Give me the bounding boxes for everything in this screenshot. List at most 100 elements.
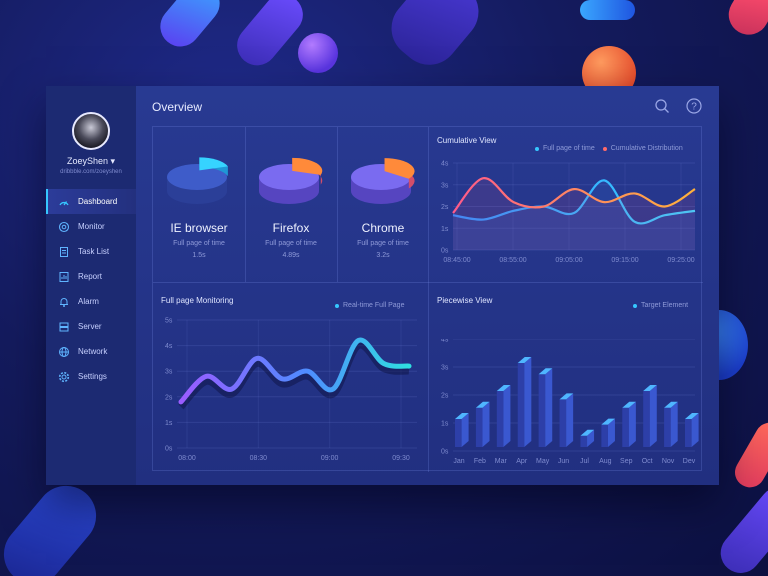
browser-sub: Full page of time (173, 240, 225, 247)
bar-nov[interactable] (664, 401, 678, 447)
gear-icon (58, 371, 70, 383)
chevron-down-icon[interactable]: ▾ (110, 156, 116, 166)
decor-pill (721, 0, 768, 42)
decor-pill (228, 0, 312, 74)
browser-card[interactable]: Chrome Full page of time 3.2s (337, 127, 429, 282)
bar-top (643, 385, 657, 391)
bar-dev[interactable] (685, 413, 699, 447)
decor-pill (712, 478, 768, 576)
x-tick-label: Apr (516, 458, 528, 465)
browser-card[interactable]: IE browser Full page of time 1.5s (153, 127, 245, 282)
sidebar-item-monitor[interactable]: Monitor (46, 214, 136, 239)
username[interactable]: ZoeyShen ▾ (46, 156, 136, 167)
pie-slice (384, 158, 415, 179)
dashboard-window: ZoeyShen ▾ dribbble.com/zoeyshen Dashboa… (46, 86, 719, 485)
x-tick-label: Jan (453, 458, 464, 465)
bar-jun[interactable] (559, 393, 574, 447)
sidebar-item-task-list[interactable]: Task List (46, 239, 136, 264)
user-profile[interactable]: ZoeyShen ▾ dribbble.com/zoeyshen (46, 86, 136, 175)
y-tick-label: 3s (441, 365, 449, 372)
bar-top (664, 401, 678, 408)
bar-side (566, 393, 574, 447)
y-tick-label: 4s (165, 343, 173, 350)
series-line-realtime (178, 337, 412, 405)
bar-top (517, 357, 532, 363)
browser-sub: Full page of time (265, 240, 317, 247)
bar-side (524, 357, 532, 447)
bar-jul[interactable] (580, 429, 595, 447)
monitoring-line-chart: 0s 1s 2s 3s 4s 5s 08:00 08:30 09:00 09:30 (165, 318, 417, 462)
chart-title-cumulative: Cumulative View (437, 136, 497, 145)
browser-card[interactable]: Firefox Full page of time 4.89s (245, 127, 337, 282)
sidebar-item-dashboard[interactable]: Dashboard (46, 189, 136, 214)
browser-name: IE browser (170, 221, 228, 235)
bar-top (580, 429, 595, 436)
cumulative-line-chart: 0s 1s 2s 3s 4s 08:45:00 08:55:00 09:05:00 09:15:… (441, 161, 696, 264)
legend-label: Cumulative Distribution (610, 145, 683, 152)
y-tick-label: 4s (441, 339, 449, 344)
area-fill (453, 180, 695, 250)
x-tick-label: May (536, 458, 550, 465)
svg-text:?: ? (691, 102, 697, 113)
sidebar-item-label: Settings (78, 372, 107, 381)
bar-front (517, 363, 525, 447)
bar-top (622, 401, 636, 408)
pie-chart (167, 157, 228, 204)
sidebar-item-server[interactable]: Server (46, 314, 136, 339)
legend-label: Real-time Full Page (343, 302, 405, 309)
x-tick-label: 08:00 (178, 455, 196, 462)
x-tick-label: 09:00 (321, 455, 339, 462)
bar-mar[interactable] (496, 385, 511, 447)
bar-feb[interactable] (475, 401, 490, 447)
x-tick-label: Feb (474, 458, 486, 465)
bar-top (455, 413, 469, 419)
x-tick-label: Aug (599, 458, 612, 465)
sidebar-item-label: Alarm (78, 297, 99, 306)
bar-side (628, 401, 636, 447)
sidebar-item-network[interactable]: Network (46, 339, 136, 364)
browser-name: Firefox (272, 221, 310, 235)
browser-value: 3.2s (376, 252, 390, 259)
x-tick-label: Mar (495, 458, 508, 465)
bar-may[interactable] (538, 368, 553, 447)
decor-pill (152, 0, 228, 55)
sidebar-item-label: Task List (78, 247, 110, 256)
browser-value: 4.89s (282, 252, 300, 259)
avatar[interactable] (72, 112, 110, 150)
decor-ball (298, 33, 338, 73)
bar-side (670, 401, 678, 447)
sidebar-item-report[interactable]: Report (46, 264, 136, 289)
bar-front (496, 391, 504, 447)
series-line-cumulative (452, 177, 696, 214)
help-icon[interactable]: ? (686, 98, 702, 114)
bar-sep[interactable] (622, 401, 636, 447)
x-tick-label: Sep (620, 458, 633, 465)
sidebar-item-settings[interactable]: Settings (46, 364, 136, 389)
series-line-full-page (452, 179, 696, 225)
bar-jan[interactable] (455, 413, 469, 447)
sidebar-item-label: Report (78, 272, 103, 281)
target-icon (58, 221, 70, 233)
y-tick-label: 2s (441, 393, 449, 400)
username-text: ZoeyShen (66, 156, 108, 166)
x-tick-label: 09:05:00 (555, 257, 582, 264)
browser-sub: Full page of time (357, 240, 409, 247)
x-tick-label: Jun (558, 458, 569, 465)
y-tick-label: 1s (165, 420, 173, 427)
bar-front (455, 419, 462, 447)
bar-aug[interactable] (601, 418, 615, 447)
profile-link[interactable]: dribbble.com/zoeyshen (60, 169, 122, 175)
sidebar-item-alarm[interactable]: Alarm (46, 289, 136, 314)
x-tick-label: 09:30 (392, 455, 410, 462)
search-icon[interactable] (654, 98, 670, 114)
sidebar-item-label: Dashboard (78, 197, 118, 206)
sidebar: ZoeyShen ▾ dribbble.com/zoeyshen Dashboa… (46, 86, 136, 485)
x-tick-label: 09:15:00 (611, 257, 638, 264)
y-tick-label: 1s (441, 421, 449, 428)
bar-oct[interactable] (643, 385, 657, 447)
y-tick-label: 5s (165, 318, 173, 325)
bar-front (664, 407, 671, 447)
bar-side (587, 429, 595, 447)
decor-pill (0, 473, 109, 576)
bar-apr[interactable] (517, 357, 532, 447)
